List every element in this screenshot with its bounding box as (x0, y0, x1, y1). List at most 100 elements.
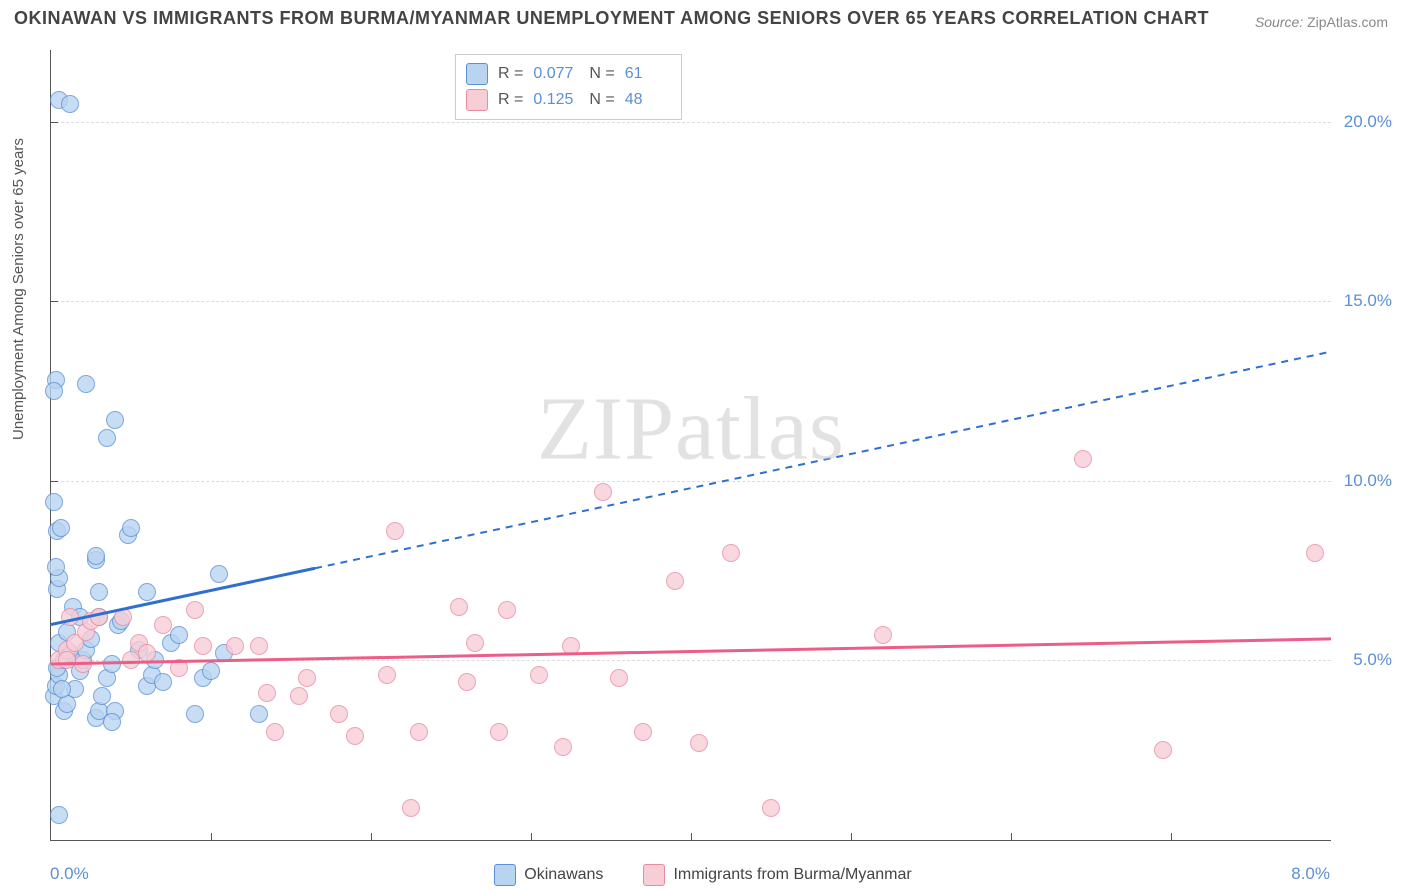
correlation-legend: R = 0.077 N = 61 R = 0.125 N = 48 (455, 54, 682, 120)
data-point-burma (58, 651, 76, 669)
data-point-burma (466, 634, 484, 652)
source-attribution: Source: ZipAtlas.com (1255, 14, 1388, 30)
legend-row-okinawans: R = 0.077 N = 61 (466, 61, 671, 87)
data-point-burma (410, 723, 428, 741)
data-point-burma (90, 608, 108, 626)
x-tick (211, 833, 212, 841)
legend-n-label: N = (589, 65, 614, 83)
series-legend: Okinawans Immigrants from Burma/Myanmar (0, 864, 1406, 886)
data-point-burma (298, 669, 316, 687)
data-point-okinawans (210, 565, 228, 583)
data-point-okinawans (87, 547, 105, 565)
data-point-burma (290, 687, 308, 705)
legend-r-label: R = (498, 91, 523, 109)
data-point-burma (74, 655, 92, 673)
data-point-burma (402, 799, 420, 817)
y-tick-label: 10.0% (1344, 471, 1392, 491)
series-legend-item-okinawans: Okinawans (494, 864, 603, 886)
y-tick-label: 15.0% (1344, 291, 1392, 311)
data-point-okinawans (103, 655, 121, 673)
data-point-burma (1074, 450, 1092, 468)
data-point-burma (458, 673, 476, 691)
data-point-okinawans (154, 673, 172, 691)
x-tick (1171, 833, 1172, 841)
data-point-burma (530, 666, 548, 684)
y-tick-label: 20.0% (1344, 112, 1392, 132)
data-point-burma (490, 723, 508, 741)
data-point-burma (330, 705, 348, 723)
trend-lines-layer (51, 50, 1331, 840)
data-point-burma (250, 637, 268, 655)
data-point-okinawans (202, 662, 220, 680)
source-prefix: Source: (1255, 14, 1307, 30)
data-point-okinawans (186, 705, 204, 723)
trendline-dashed-okinawans (315, 352, 1331, 569)
data-point-burma (194, 637, 212, 655)
y-tick (50, 481, 58, 482)
x-tick (1011, 833, 1012, 841)
y-tick-label: 5.0% (1353, 650, 1392, 670)
gridline-h (51, 122, 1331, 123)
data-point-okinawans (250, 705, 268, 723)
legend-r-value-okinawans: 0.077 (533, 65, 579, 83)
y-tick (50, 122, 58, 123)
series-label-okinawans: Okinawans (524, 866, 603, 884)
series-legend-item-burma: Immigrants from Burma/Myanmar (643, 864, 911, 886)
data-point-burma (170, 659, 188, 677)
data-point-okinawans (98, 429, 116, 447)
data-point-okinawans (52, 519, 70, 537)
data-point-burma (114, 608, 132, 626)
data-point-burma (346, 727, 364, 745)
data-point-okinawans (103, 713, 121, 731)
data-point-burma (874, 626, 892, 644)
y-axis-label: Unemployment Among Seniors over 65 years (10, 138, 27, 440)
data-point-burma (450, 598, 468, 616)
data-point-okinawans (90, 583, 108, 601)
watermark-zip: ZIP (537, 380, 675, 479)
chart-title: OKINAWAN VS IMMIGRANTS FROM BURMA/MYANMA… (14, 8, 1209, 29)
data-point-okinawans (106, 411, 124, 429)
data-point-burma (258, 684, 276, 702)
y-tick (50, 301, 58, 302)
series-swatch-okinawans (494, 864, 516, 886)
data-point-burma (61, 608, 79, 626)
data-point-okinawans (53, 680, 71, 698)
x-tick (851, 833, 852, 841)
series-label-burma: Immigrants from Burma/Myanmar (673, 866, 911, 884)
x-tick (531, 833, 532, 841)
data-point-okinawans (170, 626, 188, 644)
data-point-burma (762, 799, 780, 817)
data-point-burma (610, 669, 628, 687)
legend-r-value-burma: 0.125 (533, 91, 579, 109)
data-point-burma (378, 666, 396, 684)
data-point-burma (594, 483, 612, 501)
data-point-burma (722, 544, 740, 562)
data-point-okinawans (45, 382, 63, 400)
legend-r-label: R = (498, 65, 523, 83)
data-point-burma (1306, 544, 1324, 562)
data-point-burma (666, 572, 684, 590)
scatter-plot-area: ZIPatlas (50, 50, 1331, 841)
gridline-h (51, 301, 1331, 302)
watermark-text: ZIPatlas (537, 378, 845, 481)
data-point-burma (226, 637, 244, 655)
data-point-okinawans (47, 558, 65, 576)
data-point-burma (386, 522, 404, 540)
data-point-burma (186, 601, 204, 619)
data-point-burma (554, 738, 572, 756)
data-point-burma (138, 644, 156, 662)
x-tick (691, 833, 692, 841)
legend-n-value-okinawans: 61 (625, 65, 671, 83)
legend-row-burma: R = 0.125 N = 48 (466, 87, 671, 113)
legend-n-value-burma: 48 (625, 91, 671, 109)
series-swatch-burma (643, 864, 665, 886)
data-point-burma (266, 723, 284, 741)
data-point-okinawans (50, 806, 68, 824)
data-point-burma (634, 723, 652, 741)
legend-swatch-burma (466, 89, 488, 111)
data-point-burma (690, 734, 708, 752)
legend-n-label: N = (589, 91, 614, 109)
data-point-okinawans (138, 583, 156, 601)
watermark-atlas: atlas (675, 380, 845, 479)
source-name: ZipAtlas.com (1307, 14, 1388, 30)
